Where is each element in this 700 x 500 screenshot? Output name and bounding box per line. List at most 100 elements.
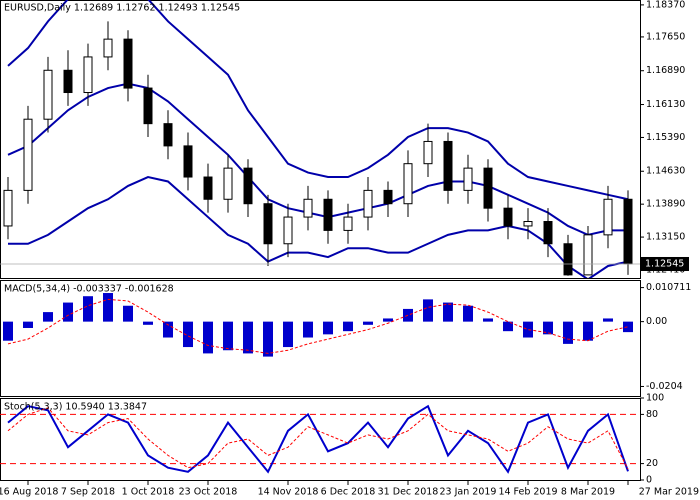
candle-body [383, 189, 393, 205]
candle-body [623, 198, 633, 265]
last-price-box [641, 256, 689, 271]
bollinger-band [8, 175, 629, 278]
macd-bar [303, 321, 313, 338]
stoch-title: Stoch(5,3,3) 10.5940 13.3847 [4, 402, 147, 413]
macd-bar [363, 321, 373, 325]
macd-bar [383, 318, 393, 322]
candle-body [603, 198, 613, 236]
stoch-plot [0, 404, 640, 474]
macd-bar [183, 321, 193, 348]
macd-bar [623, 321, 633, 333]
macd-bar [123, 305, 133, 322]
candle-body [343, 216, 353, 231]
candle-body [163, 123, 173, 147]
x-tick-label: 7 Sep 2018 [61, 487, 115, 498]
candle-body [83, 56, 93, 94]
last-price-label: 1.12545 [645, 258, 684, 269]
x-tick-label: 27 Mar 2019 [639, 487, 699, 498]
macd-bar [223, 321, 233, 351]
macd-bar [143, 321, 153, 325]
bollinger-band [7, 0, 629, 201]
macd-bar [3, 321, 13, 341]
x-tick-label: 14 Feb 2019 [498, 487, 557, 498]
candle-body [43, 69, 53, 120]
y-tick-label: 0 [646, 475, 652, 486]
candle-body [483, 167, 493, 209]
candle-body [523, 221, 533, 227]
candle-body [263, 203, 273, 245]
price-plot [0, 0, 640, 278]
macd-bar [463, 305, 473, 322]
macd-bar [523, 321, 533, 338]
candle-body [183, 145, 193, 178]
y-tick-label: 1.14630 [646, 166, 685, 177]
macd-bar [543, 321, 553, 335]
y-tick-label: 0.00 [646, 316, 667, 327]
candle-body [403, 163, 413, 205]
macd-bar [103, 293, 113, 322]
stoch-d [7, 407, 629, 470]
candle-body [463, 167, 473, 191]
candle-body [3, 189, 13, 227]
stoch-k [7, 404, 629, 474]
y-tick-label: 1.16130 [646, 99, 685, 110]
candle-body [503, 207, 513, 227]
y-tick-label: 1.16890 [646, 65, 685, 76]
macd-bar [603, 318, 613, 322]
candle-body [583, 234, 593, 276]
candle-body [363, 189, 373, 218]
x-tick-label: 31 Dec 2018 [378, 487, 439, 498]
macd-bar [83, 296, 93, 322]
x-tick-label: 8 Mar 2019 [561, 487, 615, 498]
x-tick-label: 23 Oct 2018 [179, 487, 238, 498]
chart-title: EURUSD,Daily 1.12689 1.12762 1.12493 1.1… [4, 3, 240, 14]
macd-bar [63, 302, 73, 322]
macd-bar [563, 321, 573, 344]
candle-body [23, 118, 33, 191]
y-tick-label: 1.17650 [646, 31, 685, 42]
price-pane [0, 0, 641, 279]
candle-body [103, 38, 113, 58]
macd-bar [163, 321, 173, 338]
macd-bar [443, 302, 453, 322]
macd-bar [423, 299, 433, 322]
candle-body [423, 140, 433, 165]
candle-body [303, 198, 313, 218]
candle-body [143, 87, 153, 125]
y-tick-label: 0.010711 [646, 282, 691, 293]
x-tick-label: 16 Aug 2018 [0, 487, 58, 498]
macd-bar [343, 321, 353, 332]
y-tick-label: 80 [646, 409, 658, 420]
candle-body [443, 140, 453, 191]
macd-bar [503, 321, 513, 332]
candle-body [243, 167, 253, 205]
x-tick-label: 6 Dec 2018 [321, 487, 376, 498]
candle-body [63, 69, 73, 94]
macd-bar [283, 321, 293, 348]
macd-bar [323, 321, 333, 335]
y-tick-label: 1.18370 [646, 0, 685, 10]
candle-body [543, 221, 553, 245]
candle-body [123, 38, 133, 89]
stoch-pane [0, 398, 641, 481]
bollinger-band [7, 82, 628, 236]
macd-signal [7, 298, 629, 354]
macd-plot [3, 293, 633, 357]
candle-body [563, 243, 573, 276]
macd-bar [23, 321, 33, 328]
y-tick-label: -0.0204 [646, 381, 683, 392]
candle-body [323, 198, 333, 231]
candle-body [283, 216, 293, 245]
macd-bar [583, 321, 593, 341]
x-tick-label: 1 Oct 2018 [122, 487, 175, 498]
macd-title: MACD(5,34,4) -0.003337 -0.001628 [4, 284, 174, 295]
x-tick-label: 14 Nov 2018 [258, 487, 319, 498]
macd-bar [203, 321, 213, 354]
y-tick-label: 20 [646, 458, 658, 469]
macd-bar [483, 318, 493, 322]
y-tick-label: 1.15390 [646, 132, 685, 143]
macd-bar [263, 321, 273, 357]
